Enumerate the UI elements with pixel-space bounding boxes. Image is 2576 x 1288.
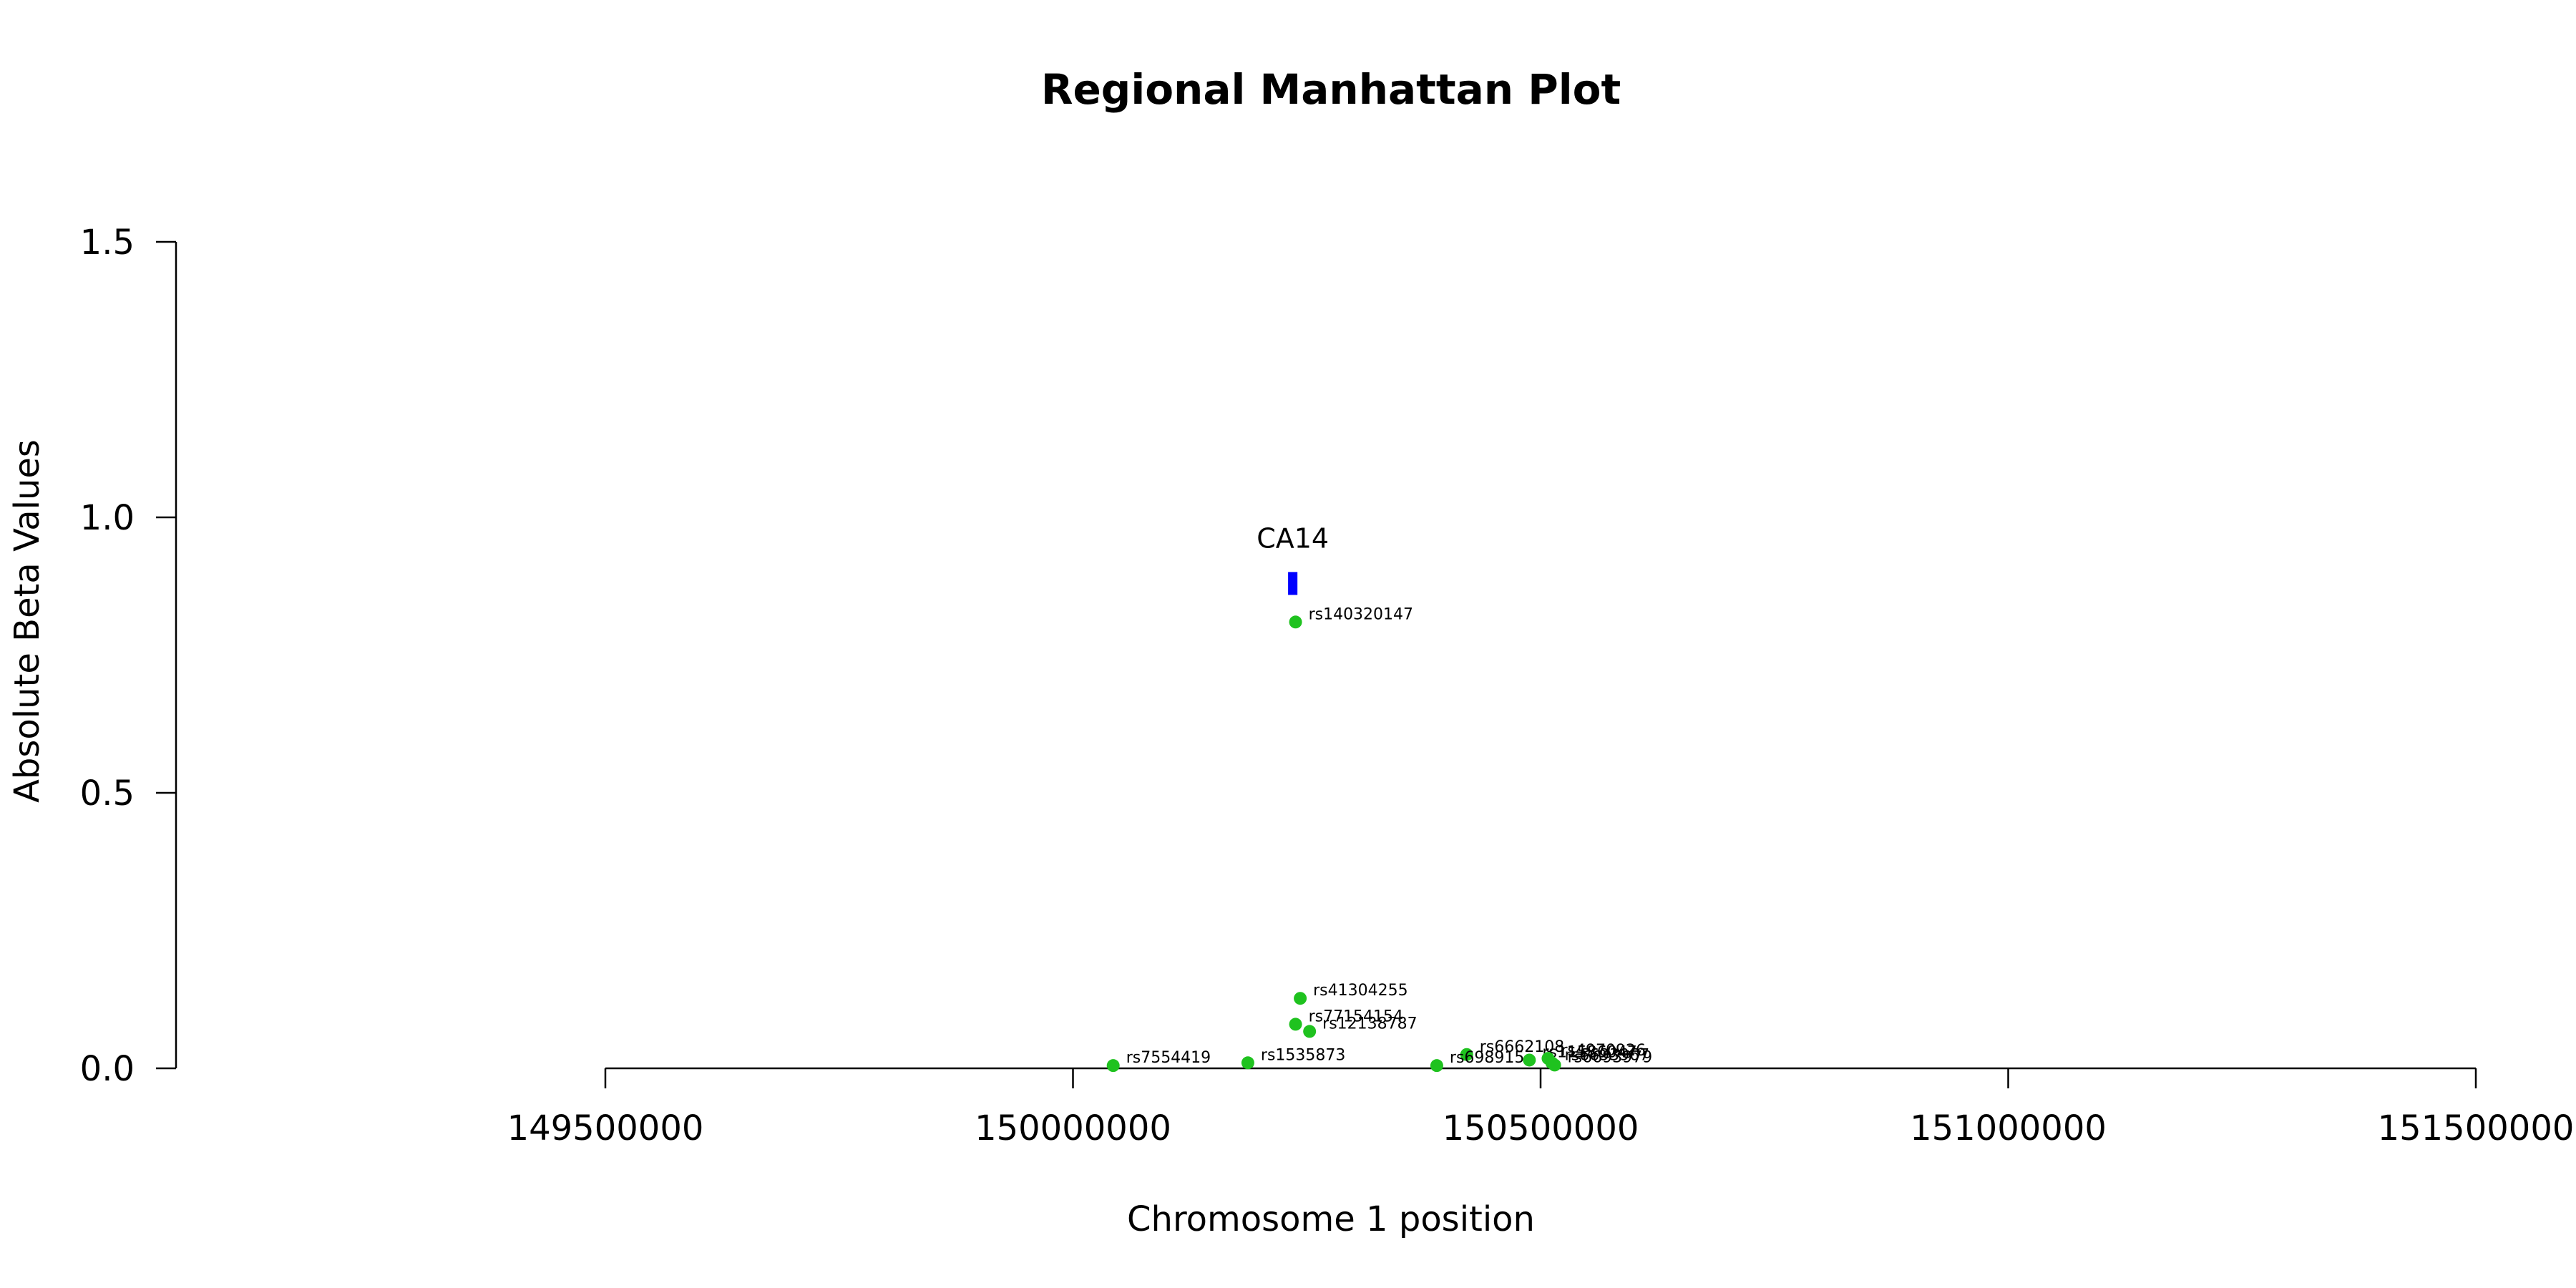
snp-point xyxy=(1289,1018,1302,1031)
chart-title: Regional Manhattan Plot xyxy=(1041,65,1621,114)
snp-label: rs11586047 xyxy=(1542,1043,1636,1061)
snp-label: rs6693979 xyxy=(1568,1048,1653,1066)
y-axis-ticks: 0.0 0.5 1.0 1.5 xyxy=(80,223,176,1089)
snp-point xyxy=(1294,992,1307,1005)
snp-point xyxy=(1548,1058,1561,1072)
gene-label: CA14 xyxy=(1257,522,1329,554)
snp-label: rs140320147 xyxy=(1309,605,1413,623)
snp-label: rs4970926 xyxy=(1561,1042,1646,1060)
snp-point xyxy=(1303,1025,1317,1038)
snp-point xyxy=(1289,615,1302,629)
snp-point xyxy=(1106,1059,1120,1073)
x-tick-label: 150000000 xyxy=(975,1108,1171,1148)
snp-point xyxy=(1460,1048,1473,1061)
snp-points: rs140320147 rs41304255 rs77154154rs1213878… xyxy=(1106,605,1653,1073)
gene-bar xyxy=(1288,572,1298,595)
snp-label: rs77154154 xyxy=(1309,1008,1403,1025)
snp-label: rs698915 xyxy=(1450,1049,1524,1067)
snp-point xyxy=(1241,1056,1254,1070)
x-axis-ticks: 149500000 150000000 150500000 151000000 1515… xyxy=(507,1068,2575,1148)
gene-track: CA14 xyxy=(1257,522,1329,595)
snp-point xyxy=(1430,1059,1443,1073)
snp-label: rs7554419 xyxy=(1126,1049,1211,1067)
x-tick-label: 149500000 xyxy=(507,1108,704,1148)
snp-label: rs1535873 xyxy=(1261,1046,1346,1064)
y-tick-label: 0.5 xyxy=(80,774,135,814)
snp-point xyxy=(1523,1053,1536,1067)
y-tick-label: 0.0 xyxy=(80,1049,135,1089)
y-axis-label: Absolute Beta Values xyxy=(7,439,47,803)
snp-label: rs12138787 xyxy=(1322,1015,1417,1033)
x-tick-label: 151000000 xyxy=(1910,1108,2107,1148)
x-axis-label: Chromosome 1 position xyxy=(1127,1199,1535,1239)
snp-label: rs41304255 xyxy=(1313,982,1407,1000)
snp-label: rs6693967 xyxy=(1565,1046,1650,1064)
y-tick-label: 1.0 xyxy=(80,498,135,538)
x-tick-label: 151500000 xyxy=(2378,1108,2575,1148)
y-tick-label: 1.5 xyxy=(80,223,135,263)
x-tick-label: 150500000 xyxy=(1443,1108,1639,1148)
